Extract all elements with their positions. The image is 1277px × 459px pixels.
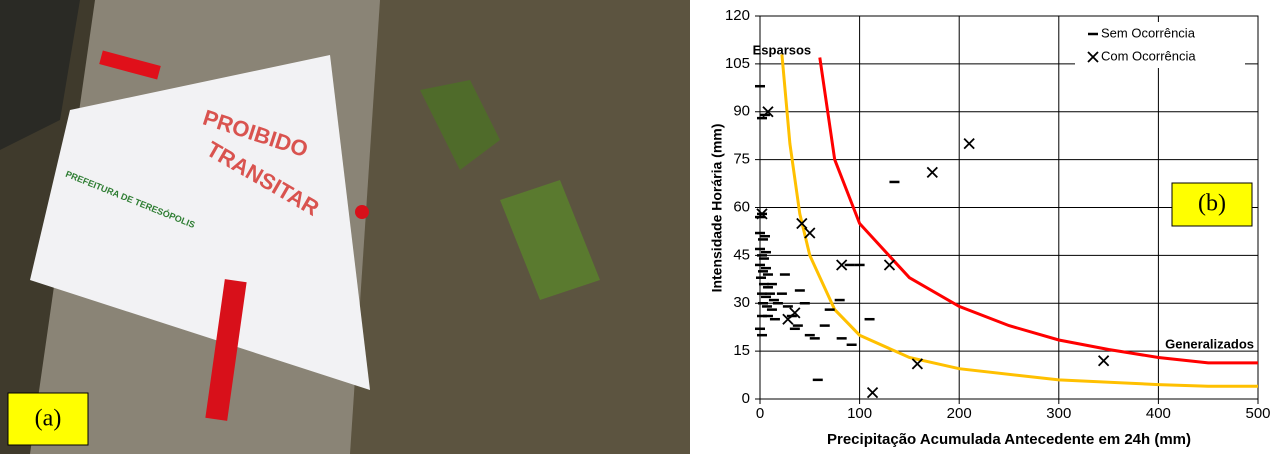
curve-label: Generalizados bbox=[1165, 336, 1254, 351]
legend-label: Com Ocorrência bbox=[1101, 48, 1196, 63]
y-tick-label: 90 bbox=[733, 103, 750, 120]
y-tick-label: 105 bbox=[725, 55, 750, 72]
y-tick-label: 0 bbox=[742, 390, 750, 407]
y-tick-label: 45 bbox=[733, 246, 750, 263]
figure: PROIBIDO TRANSITAR PREFEITURA DE TERESÓP… bbox=[0, 0, 1277, 454]
panel-label: (b) bbox=[1198, 191, 1226, 217]
chart: Precipitação Acumulada Antecedente em 24… bbox=[709, 7, 1271, 448]
page: PROIBIDO TRANSITAR PREFEITURA DE TERESÓP… bbox=[0, 0, 1277, 454]
photo: PROIBIDO TRANSITAR PREFEITURA DE TERESÓP… bbox=[0, 0, 690, 454]
y-tick-label: 120 bbox=[725, 7, 750, 24]
x-tick-label: 0 bbox=[756, 405, 764, 422]
x-tick-label: 100 bbox=[847, 405, 872, 422]
tape bbox=[355, 205, 369, 219]
y-tick-label: 15 bbox=[733, 342, 750, 359]
x-tick-label: 200 bbox=[947, 405, 972, 422]
x-tick-label: 400 bbox=[1146, 405, 1171, 422]
curve-label: Esparsos bbox=[753, 43, 812, 58]
x-tick-label: 500 bbox=[1245, 405, 1270, 422]
y-axis-title: Intensidade Horária (mm) bbox=[709, 124, 725, 293]
y-tick-label: 30 bbox=[733, 294, 750, 311]
panel-label: (a) bbox=[35, 406, 62, 432]
y-tick-label: 75 bbox=[733, 151, 750, 168]
y-tick-label: 60 bbox=[733, 198, 750, 215]
x-tick-label: 300 bbox=[1046, 405, 1071, 422]
legend-label: Sem Ocorrência bbox=[1101, 25, 1196, 40]
x-axis-title: Precipitação Acumulada Antecedente em 24… bbox=[827, 431, 1191, 448]
